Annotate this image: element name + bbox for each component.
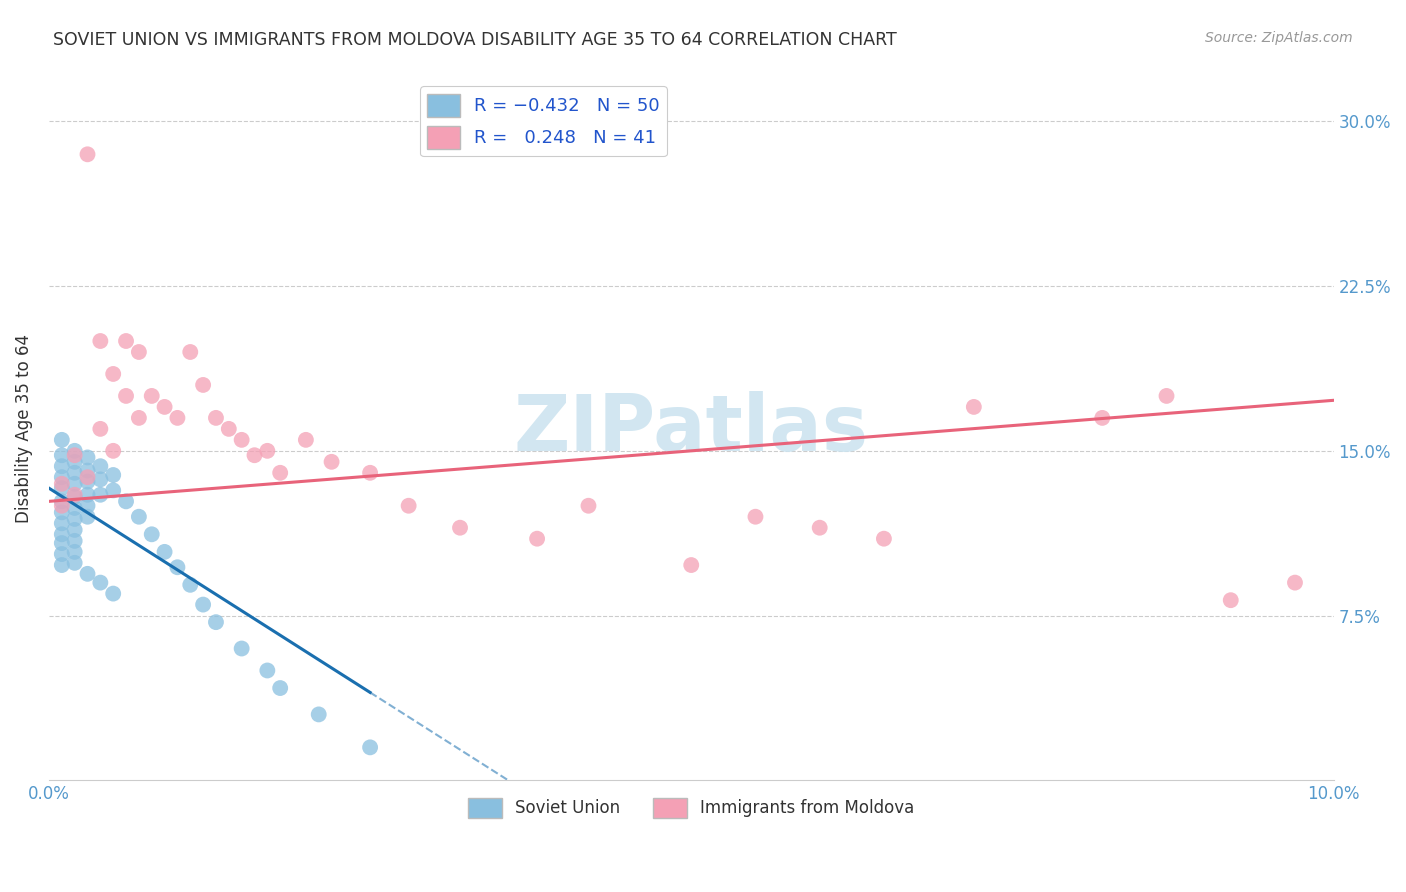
- Point: [873, 532, 896, 546]
- Point: [89, 575, 111, 590]
- Point: [63, 533, 86, 548]
- Point: [166, 410, 188, 425]
- Point: [115, 334, 138, 348]
- Point: [295, 433, 318, 447]
- Point: [63, 488, 86, 502]
- Point: [76, 147, 98, 161]
- Point: [115, 389, 138, 403]
- Point: [89, 459, 111, 474]
- Point: [51, 459, 73, 474]
- Point: [1091, 410, 1114, 425]
- Point: [744, 509, 766, 524]
- Point: [231, 641, 253, 656]
- Point: [103, 586, 125, 600]
- Point: [63, 500, 86, 515]
- Point: [359, 466, 381, 480]
- Point: [51, 494, 73, 508]
- Point: [51, 505, 73, 519]
- Point: [963, 400, 986, 414]
- Legend: Soviet Union, Immigrants from Moldova: Soviet Union, Immigrants from Moldova: [461, 791, 921, 825]
- Point: [359, 740, 381, 755]
- Point: [63, 448, 86, 462]
- Point: [89, 488, 111, 502]
- Point: [51, 516, 73, 531]
- Point: [76, 566, 98, 581]
- Point: [1219, 593, 1241, 607]
- Point: [256, 664, 278, 678]
- Text: Source: ZipAtlas.com: Source: ZipAtlas.com: [1205, 31, 1353, 45]
- Point: [191, 378, 214, 392]
- Text: ZIPatlas: ZIPatlas: [513, 391, 869, 467]
- Point: [89, 422, 111, 436]
- Point: [63, 476, 86, 491]
- Point: [141, 527, 163, 541]
- Point: [269, 466, 291, 480]
- Point: [63, 523, 86, 537]
- Point: [256, 443, 278, 458]
- Point: [153, 545, 176, 559]
- Point: [51, 433, 73, 447]
- Point: [51, 476, 73, 491]
- Point: [231, 433, 253, 447]
- Y-axis label: Disability Age 35 to 64: Disability Age 35 to 64: [15, 334, 32, 524]
- Point: [103, 483, 125, 498]
- Point: [179, 345, 201, 359]
- Point: [63, 490, 86, 504]
- Point: [76, 475, 98, 489]
- Point: [76, 499, 98, 513]
- Point: [103, 468, 125, 483]
- Point: [51, 536, 73, 550]
- Point: [51, 481, 73, 495]
- Point: [63, 466, 86, 480]
- Point: [1284, 575, 1306, 590]
- Point: [115, 494, 138, 508]
- Point: [153, 400, 176, 414]
- Point: [76, 488, 98, 502]
- Point: [179, 578, 201, 592]
- Point: [76, 464, 98, 478]
- Point: [218, 422, 240, 436]
- Point: [63, 455, 86, 469]
- Point: [808, 521, 831, 535]
- Point: [1156, 389, 1178, 403]
- Text: SOVIET UNION VS IMMIGRANTS FROM MOLDOVA DISABILITY AGE 35 TO 64 CORRELATION CHAR: SOVIET UNION VS IMMIGRANTS FROM MOLDOVA …: [53, 31, 897, 49]
- Point: [89, 472, 111, 486]
- Point: [76, 450, 98, 465]
- Point: [578, 499, 600, 513]
- Point: [166, 560, 188, 574]
- Point: [205, 615, 228, 629]
- Point: [76, 470, 98, 484]
- Point: [449, 521, 471, 535]
- Point: [89, 334, 111, 348]
- Point: [51, 470, 73, 484]
- Point: [321, 455, 343, 469]
- Point: [128, 509, 150, 524]
- Point: [205, 410, 228, 425]
- Point: [398, 499, 420, 513]
- Point: [51, 547, 73, 561]
- Point: [308, 707, 330, 722]
- Point: [191, 598, 214, 612]
- Point: [51, 558, 73, 572]
- Point: [63, 512, 86, 526]
- Point: [103, 443, 125, 458]
- Point: [51, 448, 73, 462]
- Point: [128, 345, 150, 359]
- Point: [51, 527, 73, 541]
- Point: [76, 509, 98, 524]
- Point: [243, 448, 266, 462]
- Point: [63, 556, 86, 570]
- Point: [51, 499, 73, 513]
- Point: [141, 389, 163, 403]
- Point: [681, 558, 703, 572]
- Point: [526, 532, 548, 546]
- Point: [63, 545, 86, 559]
- Point: [103, 367, 125, 381]
- Point: [63, 443, 86, 458]
- Point: [269, 681, 291, 695]
- Point: [128, 410, 150, 425]
